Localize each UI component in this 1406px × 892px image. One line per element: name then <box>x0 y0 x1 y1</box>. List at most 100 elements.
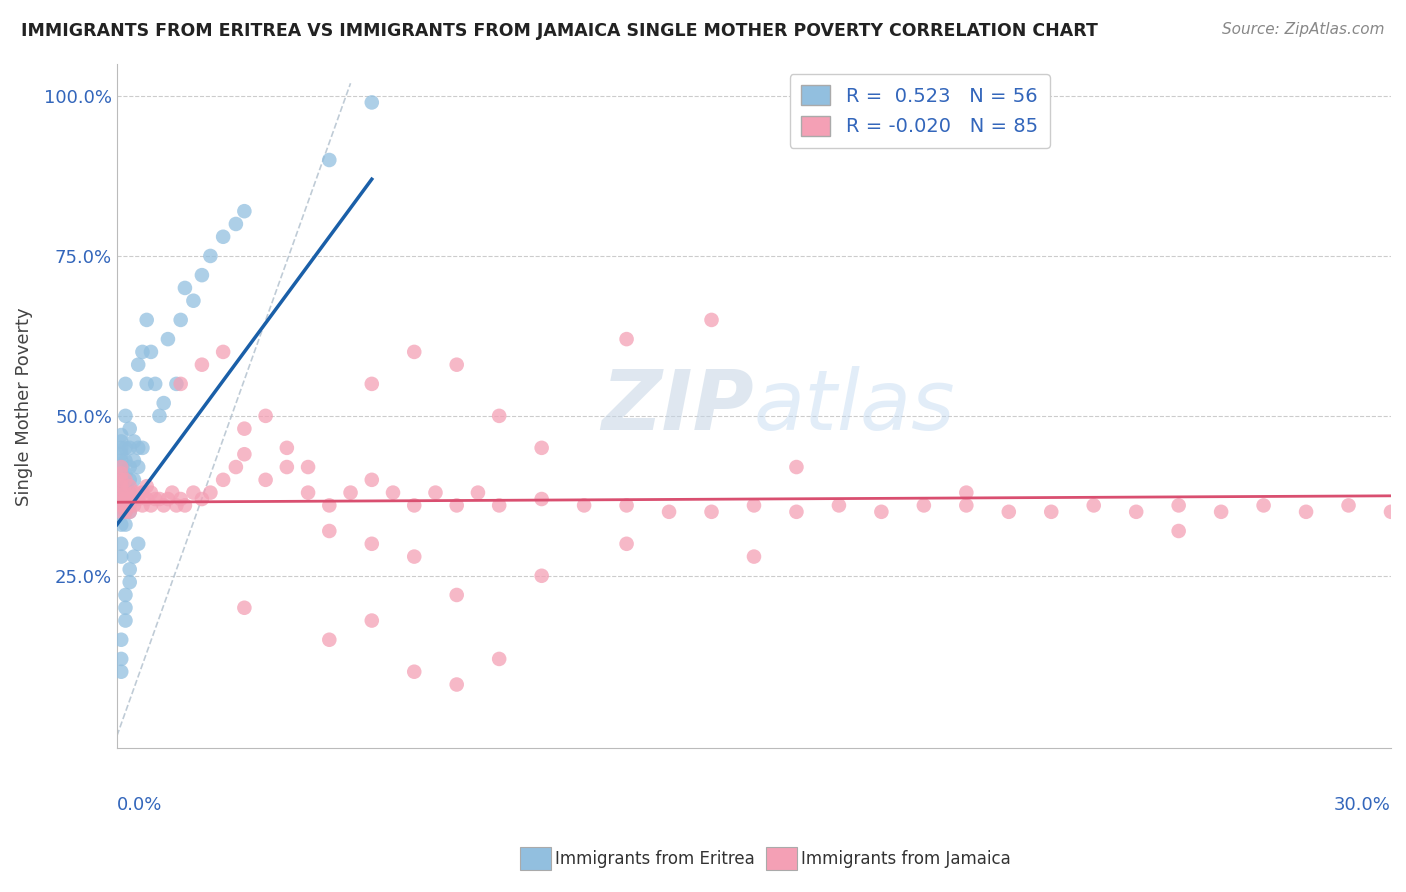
Point <box>297 485 319 500</box>
Point <box>191 491 214 506</box>
Text: 30.0%: 30.0% <box>1334 797 1391 814</box>
Point <box>127 460 149 475</box>
Point <box>225 460 247 475</box>
Point <box>143 376 166 391</box>
Point <box>360 95 382 110</box>
Point <box>955 485 977 500</box>
Point <box>118 422 141 436</box>
Point <box>122 434 145 449</box>
Point <box>446 499 468 513</box>
Point <box>127 491 149 506</box>
Point <box>742 499 765 513</box>
Point <box>254 473 277 487</box>
Point <box>148 491 170 506</box>
Point <box>572 499 595 513</box>
Point <box>530 441 553 455</box>
Point <box>131 345 153 359</box>
Point <box>318 524 340 538</box>
Point <box>110 467 132 481</box>
Point <box>1040 505 1063 519</box>
Point <box>170 491 193 506</box>
Point <box>114 376 136 391</box>
Point <box>135 479 157 493</box>
Point <box>131 441 153 455</box>
Point <box>200 485 222 500</box>
Point <box>110 632 132 647</box>
Point <box>114 614 136 628</box>
Point <box>118 460 141 475</box>
Point <box>446 677 468 691</box>
Point <box>165 499 187 513</box>
Point <box>912 499 935 513</box>
Point <box>276 460 298 475</box>
Point <box>1253 499 1275 513</box>
Point <box>110 499 132 513</box>
Point <box>160 485 183 500</box>
Point <box>114 441 136 455</box>
Point <box>114 505 136 519</box>
Point <box>404 499 426 513</box>
Legend: R =  0.523   N = 56, R = -0.020   N = 85: R = 0.523 N = 56, R = -0.020 N = 85 <box>790 74 1050 148</box>
Point <box>152 499 174 513</box>
Point <box>110 473 132 487</box>
Point <box>425 485 447 500</box>
Point <box>700 505 723 519</box>
Point <box>131 499 153 513</box>
Point <box>110 491 132 506</box>
Point <box>122 453 145 467</box>
Point <box>200 249 222 263</box>
Point <box>360 473 382 487</box>
Point <box>488 499 510 513</box>
Point <box>135 491 157 506</box>
Point <box>114 409 136 423</box>
Point <box>233 422 256 436</box>
Point <box>114 479 136 493</box>
Point <box>382 485 405 500</box>
Point <box>122 491 145 506</box>
Point <box>318 499 340 513</box>
Point <box>1295 505 1317 519</box>
Text: Source: ZipAtlas.com: Source: ZipAtlas.com <box>1222 22 1385 37</box>
Point <box>118 473 141 487</box>
Point <box>148 409 170 423</box>
Point <box>183 485 205 500</box>
Point <box>488 652 510 666</box>
Point <box>127 485 149 500</box>
Point <box>118 479 141 493</box>
Point <box>446 588 468 602</box>
Point <box>174 499 197 513</box>
Point <box>114 467 136 481</box>
Point <box>114 588 136 602</box>
Point <box>122 473 145 487</box>
Point <box>165 376 187 391</box>
Point <box>135 376 157 391</box>
Point <box>122 499 145 513</box>
Point <box>191 358 214 372</box>
Y-axis label: Single Mother Poverty: Single Mother Poverty <box>15 307 32 506</box>
Point <box>118 441 141 455</box>
Point <box>114 505 136 519</box>
Point <box>110 665 132 679</box>
Point <box>170 376 193 391</box>
Point <box>467 485 489 500</box>
Point <box>139 485 162 500</box>
Point <box>360 614 382 628</box>
Point <box>212 473 235 487</box>
Point <box>143 491 166 506</box>
Point <box>156 491 179 506</box>
Point <box>110 467 132 481</box>
Point <box>114 473 136 487</box>
Point <box>110 485 132 500</box>
Point <box>118 505 141 519</box>
Point <box>110 537 132 551</box>
Point <box>254 409 277 423</box>
Point <box>110 499 132 513</box>
Point <box>114 485 136 500</box>
Text: Immigrants from Jamaica: Immigrants from Jamaica <box>801 850 1011 868</box>
Point <box>110 479 132 493</box>
Point <box>828 499 851 513</box>
Point <box>118 491 141 506</box>
Point <box>785 505 807 519</box>
Point <box>127 441 149 455</box>
Point <box>131 485 153 500</box>
